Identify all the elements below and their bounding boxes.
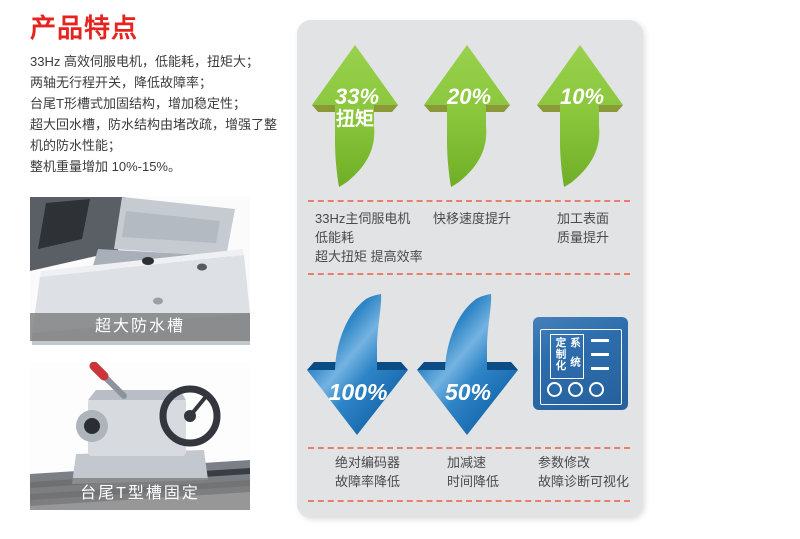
- note-absolute-encoder: 绝对编码器 故障率降低: [335, 453, 400, 491]
- system-icon-screen: 定制化 系统: [550, 334, 584, 379]
- custom-system-icon: 定制化 系统: [533, 317, 628, 410]
- system-icon-lines: [591, 339, 609, 381]
- system-icon-text-right: 系统: [569, 337, 582, 376]
- system-icon-frame: [540, 329, 622, 405]
- note-line: 低能耗: [315, 230, 355, 245]
- up-arrow-rapid-speed: 20%: [424, 45, 510, 187]
- system-icon-text-left: 定制化: [554, 337, 567, 372]
- note-line: 时间降低: [447, 474, 500, 489]
- note-line: 故障诊断可视化: [538, 474, 630, 489]
- feature-description: 33Hz 高效伺服电机，低能耗，扭矩大； 两轴无行程开关，降低故障率； 台尾T形…: [30, 51, 277, 177]
- up-arrow-label: 扭矩: [336, 107, 374, 130]
- description-line: 机的防水性能；: [30, 138, 122, 153]
- dashed-divider: [308, 200, 630, 202]
- note-line: 33Hz主伺服电机: [315, 211, 411, 226]
- up-arrow-torque: 33% 扭矩: [312, 45, 398, 187]
- note-line: 加减速: [447, 455, 487, 470]
- note-parameter-edit: 参数修改 故障诊断可视化: [538, 453, 629, 491]
- up-arrow-value: 33%: [335, 84, 379, 109]
- note-line: 故障率降低: [335, 474, 401, 489]
- note-line: 超大扭矩 提高效率: [315, 249, 423, 264]
- description-line: 台尾T形槽式加固结构，增加稳定性；: [30, 96, 246, 111]
- system-icon-buttons: [547, 382, 604, 397]
- photo-caption-tailstock: 台尾T型槽固定: [30, 478, 250, 510]
- down-arrow-accel-time: 50%: [417, 294, 518, 435]
- feature-panel: 33% 扭矩 20% 10% 33Hz主伺服电机 低能耗 超大扭矩 提高效率 快…: [297, 20, 643, 518]
- down-arrow-failure-rate: 100%: [307, 294, 408, 435]
- note-accel-decel: 加减速 时间降低: [447, 453, 499, 491]
- note-rapid-speed: 快移速度提升: [433, 209, 511, 228]
- up-arrow-value: 10%: [560, 84, 604, 109]
- dashed-divider: [308, 273, 630, 275]
- dashed-divider: [308, 447, 630, 449]
- note-line: 加工表面: [557, 211, 610, 226]
- waterproof-groove-photo: 超大防水槽: [30, 197, 250, 345]
- description-line: 两轴无行程开关，降低故障率；: [30, 75, 213, 90]
- description-line: 超大回水槽，防水结构由堵改疏，增强了整: [30, 117, 278, 132]
- down-arrow-value: 100%: [329, 379, 388, 405]
- note-line: 绝对编码器: [335, 455, 401, 470]
- note-line: 快移速度提升: [433, 211, 512, 226]
- page-title: 产品特点: [30, 13, 139, 43]
- up-arrow-value: 20%: [446, 84, 491, 109]
- note-line: 质量提升: [557, 230, 610, 245]
- note-servo-motor: 33Hz主伺服电机 低能耗 超大扭矩 提高效率: [315, 209, 423, 266]
- up-arrow-surface-quality: 10%: [537, 45, 623, 187]
- down-arrow-value: 50%: [445, 379, 491, 405]
- photo-caption-waterproof: 超大防水槽: [30, 313, 250, 341]
- description-line: 整机重量增加 10%-15%。: [30, 159, 181, 174]
- tailstock-photo: 台尾T型槽固定: [30, 362, 250, 510]
- note-surface-quality: 加工表面 质量提升: [557, 209, 609, 247]
- description-line: 33Hz 高效伺服电机，低能耗，扭矩大；: [30, 54, 259, 69]
- dashed-divider: [308, 500, 630, 502]
- note-line: 参数修改: [538, 455, 591, 470]
